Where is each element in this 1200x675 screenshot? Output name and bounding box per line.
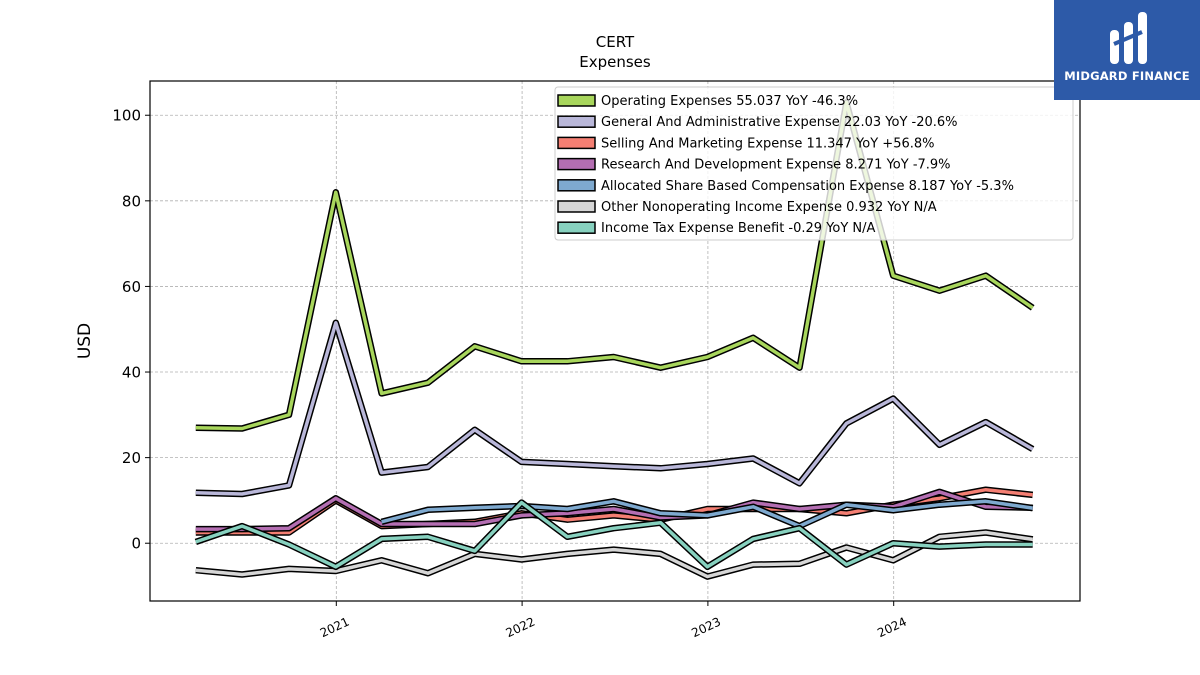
- legend-swatch: [557, 179, 596, 192]
- logo-text: MIDGARD FINANCE: [1064, 69, 1190, 83]
- y-tick-label: 40: [122, 364, 141, 382]
- legend-label: Research And Development Expense 8.271 Y…: [601, 158, 951, 173]
- series-line: [381, 499, 1033, 528]
- series-general-and-administrative-expense: [195, 319, 1035, 498]
- y-axis-label: USD: [75, 323, 95, 359]
- series-operating-expenses: [195, 99, 1035, 432]
- series-line: [195, 321, 1034, 496]
- series-line: [195, 530, 1033, 579]
- legend-label: Other Nonoperating Income Expense 0.932 …: [601, 200, 937, 215]
- chart-title: CERT: [596, 33, 635, 51]
- series-income-tax-expense-benefit: [194, 499, 1033, 571]
- legend-swatch: [557, 157, 596, 171]
- series-allocated-share-based-compensation-expense: [380, 498, 1034, 530]
- chart-subtitle: Expenses: [579, 53, 651, 71]
- legend: Operating Expenses 55.037 YoY -46.3% Gene…: [554, 86, 1074, 241]
- midgard-finance-logo: MIDGARD FINANCE: [1054, 0, 1200, 100]
- legend-label: Income Tax Expense Benefit -0.29 YoY N/A: [601, 221, 876, 236]
- y-tick-label: 20: [122, 449, 141, 467]
- legend-swatch: [557, 200, 596, 213]
- series-line: [195, 490, 1033, 531]
- logo-mark-icon: [1110, 12, 1147, 64]
- series-research-and-development-expense: [195, 488, 1033, 533]
- series-line: [195, 500, 1033, 569]
- legend-box: [554, 86, 1074, 241]
- plot-frame: [149, 80, 1081, 602]
- series-other-nonoperating-income-expense: [195, 529, 1034, 580]
- legend-label: Operating Expenses 55.037 YoY -46.3%: [601, 94, 858, 109]
- y-tick-label: 0: [131, 535, 141, 553]
- legend-swatch: [557, 94, 596, 107]
- legend-swatch: [557, 221, 596, 234]
- y-tick-label: 80: [122, 192, 141, 210]
- y-tick-label: 60: [122, 278, 141, 296]
- series-line: [195, 100, 1034, 431]
- series-lines: [194, 99, 1035, 580]
- legend-label: Selling And Marketing Expense 11.347 YoY…: [601, 136, 935, 151]
- legend-swatch: [557, 115, 596, 128]
- legend-label: Allocated Share Based Compensation Expen…: [601, 179, 1014, 194]
- legend-swatch: [557, 136, 596, 150]
- legend-label: General And Administrative Expense 22.03…: [601, 115, 958, 130]
- y-tick-label: 100: [112, 107, 141, 125]
